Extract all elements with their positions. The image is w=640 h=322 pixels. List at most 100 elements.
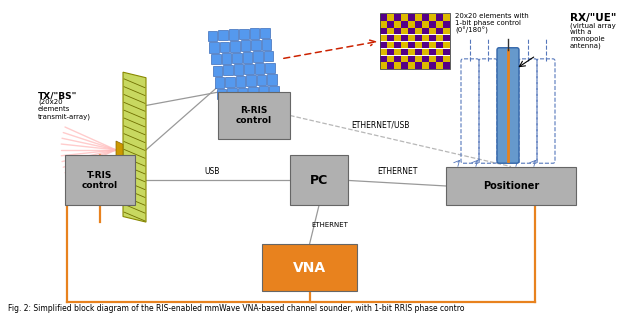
Bar xyxy=(429,28,435,34)
Text: ETHERNET/USB: ETHERNET/USB xyxy=(351,121,409,130)
Bar xyxy=(380,62,387,69)
Bar xyxy=(380,14,387,21)
Bar xyxy=(394,62,401,69)
Bar xyxy=(220,42,229,52)
Text: RX/"UE": RX/"UE" xyxy=(570,13,616,23)
Bar xyxy=(387,55,394,62)
Bar xyxy=(436,35,442,41)
Text: T-RIS
control: T-RIS control xyxy=(82,171,118,190)
Text: ETHERNET: ETHERNET xyxy=(312,222,348,228)
Bar xyxy=(387,35,394,41)
Bar xyxy=(408,35,415,41)
Bar xyxy=(443,42,449,48)
Bar xyxy=(380,42,387,48)
Bar xyxy=(394,55,401,62)
Bar xyxy=(257,75,266,85)
Bar xyxy=(408,55,415,62)
Bar xyxy=(394,21,401,28)
Bar xyxy=(443,55,449,62)
Bar xyxy=(387,14,394,21)
Bar xyxy=(236,76,245,87)
Bar xyxy=(223,65,233,75)
Bar xyxy=(394,28,401,34)
Bar xyxy=(408,21,415,28)
Bar xyxy=(244,64,254,74)
Text: USB: USB xyxy=(205,167,220,176)
Bar xyxy=(443,35,449,41)
Bar xyxy=(436,55,442,62)
Text: TX/"BS": TX/"BS" xyxy=(38,91,77,100)
Bar xyxy=(429,62,435,69)
Text: 1-bit phase control: 1-bit phase control xyxy=(455,20,521,26)
Bar xyxy=(241,40,250,51)
Bar xyxy=(422,35,429,41)
Bar xyxy=(443,14,449,21)
Bar xyxy=(436,14,442,21)
Bar xyxy=(250,28,259,39)
Bar xyxy=(415,42,422,48)
Text: Positioner: Positioner xyxy=(483,181,539,191)
Bar xyxy=(443,62,449,69)
Bar xyxy=(415,28,422,34)
Bar xyxy=(401,35,408,41)
Bar xyxy=(380,13,450,69)
Bar xyxy=(248,87,257,98)
Text: (0°/180°): (0°/180°) xyxy=(455,27,488,34)
Bar xyxy=(415,14,422,21)
FancyBboxPatch shape xyxy=(446,166,576,205)
Bar xyxy=(234,64,243,75)
Text: (virtual array: (virtual array xyxy=(570,22,616,29)
Bar xyxy=(429,21,435,28)
Bar xyxy=(415,55,422,62)
Bar xyxy=(260,28,269,38)
Bar xyxy=(387,28,394,34)
Bar xyxy=(436,42,442,48)
Bar xyxy=(422,49,429,55)
Bar xyxy=(225,77,235,87)
Bar xyxy=(408,62,415,69)
Text: antenna): antenna) xyxy=(570,42,602,49)
Bar xyxy=(209,42,219,53)
Bar xyxy=(443,28,449,34)
Bar xyxy=(401,62,408,69)
Bar xyxy=(211,54,221,64)
Bar xyxy=(218,30,227,41)
Bar xyxy=(255,63,264,74)
Bar xyxy=(207,31,217,41)
Bar xyxy=(422,21,429,28)
Bar xyxy=(401,55,408,62)
Polygon shape xyxy=(116,141,123,159)
Bar xyxy=(214,77,224,88)
Bar xyxy=(387,21,394,28)
Bar xyxy=(401,28,408,34)
Bar xyxy=(239,29,248,39)
Bar xyxy=(264,51,273,62)
Bar xyxy=(252,40,261,50)
Bar xyxy=(415,35,422,41)
Text: Fig. 2: Simplified block diagram of the RIS-enabled mmWave VNA-based channel sou: Fig. 2: Simplified block diagram of the … xyxy=(8,304,465,313)
Bar xyxy=(443,21,449,28)
Bar xyxy=(429,42,435,48)
Bar xyxy=(436,28,442,34)
Bar xyxy=(394,42,401,48)
Bar xyxy=(436,49,442,55)
Bar xyxy=(422,28,429,34)
Bar xyxy=(268,74,276,85)
Bar xyxy=(262,39,271,50)
FancyBboxPatch shape xyxy=(262,244,357,291)
Bar xyxy=(408,14,415,21)
Bar xyxy=(269,86,278,96)
Bar xyxy=(243,52,252,62)
Text: ETHERNET: ETHERNET xyxy=(377,167,417,176)
Bar xyxy=(436,62,442,69)
Polygon shape xyxy=(123,72,146,222)
Bar xyxy=(232,53,242,63)
Bar xyxy=(237,88,247,98)
Bar xyxy=(394,49,401,55)
Bar xyxy=(387,62,394,69)
FancyBboxPatch shape xyxy=(290,156,348,205)
Bar xyxy=(401,21,408,28)
Bar xyxy=(266,62,275,73)
Bar xyxy=(380,49,387,55)
Bar xyxy=(253,52,262,62)
